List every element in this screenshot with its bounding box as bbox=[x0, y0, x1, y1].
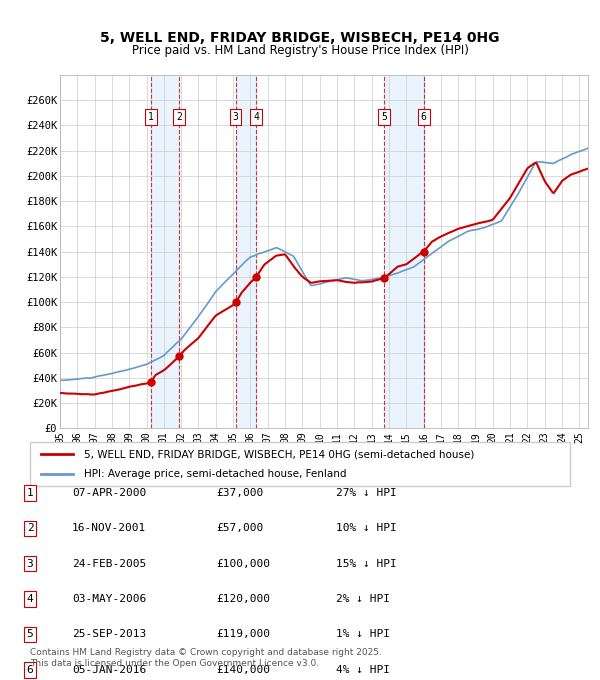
Text: Price paid vs. HM Land Registry's House Price Index (HPI): Price paid vs. HM Land Registry's House … bbox=[131, 44, 469, 57]
Text: 25-SEP-2013: 25-SEP-2013 bbox=[72, 630, 146, 639]
Bar bbox=[384, 75, 424, 428]
Bar bbox=[151, 75, 179, 428]
Text: 1: 1 bbox=[148, 112, 154, 122]
Text: 16-NOV-2001: 16-NOV-2001 bbox=[72, 524, 146, 533]
Bar bbox=[236, 75, 256, 428]
Text: 5: 5 bbox=[26, 630, 34, 639]
Text: 24-FEB-2005: 24-FEB-2005 bbox=[72, 559, 146, 568]
FancyBboxPatch shape bbox=[30, 442, 570, 486]
Text: £119,000: £119,000 bbox=[216, 630, 270, 639]
Text: Contains HM Land Registry data © Crown copyright and database right 2025.
This d: Contains HM Land Registry data © Crown c… bbox=[30, 648, 382, 668]
Text: £37,000: £37,000 bbox=[216, 488, 263, 498]
Text: £100,000: £100,000 bbox=[216, 559, 270, 568]
Text: £57,000: £57,000 bbox=[216, 524, 263, 533]
Text: 10% ↓ HPI: 10% ↓ HPI bbox=[336, 524, 397, 533]
Text: 2: 2 bbox=[176, 112, 182, 122]
Text: 3: 3 bbox=[233, 112, 238, 122]
Text: 5, WELL END, FRIDAY BRIDGE, WISBECH, PE14 0HG: 5, WELL END, FRIDAY BRIDGE, WISBECH, PE1… bbox=[100, 31, 500, 45]
Text: 4: 4 bbox=[253, 112, 259, 122]
Text: 6: 6 bbox=[26, 665, 34, 675]
Text: £120,000: £120,000 bbox=[216, 594, 270, 604]
Text: 2: 2 bbox=[26, 524, 34, 533]
Text: 1: 1 bbox=[26, 488, 34, 498]
Text: 6: 6 bbox=[421, 112, 427, 122]
Text: HPI: Average price, semi-detached house, Fenland: HPI: Average price, semi-detached house,… bbox=[84, 469, 347, 479]
Text: 15% ↓ HPI: 15% ↓ HPI bbox=[336, 559, 397, 568]
Text: 5, WELL END, FRIDAY BRIDGE, WISBECH, PE14 0HG (semi-detached house): 5, WELL END, FRIDAY BRIDGE, WISBECH, PE1… bbox=[84, 449, 475, 460]
Text: 4: 4 bbox=[26, 594, 34, 604]
Text: 27% ↓ HPI: 27% ↓ HPI bbox=[336, 488, 397, 498]
Text: 5: 5 bbox=[382, 112, 387, 122]
Text: £140,000: £140,000 bbox=[216, 665, 270, 675]
Text: 1% ↓ HPI: 1% ↓ HPI bbox=[336, 630, 390, 639]
Text: 07-APR-2000: 07-APR-2000 bbox=[72, 488, 146, 498]
Text: 3: 3 bbox=[26, 559, 34, 568]
Text: 03-MAY-2006: 03-MAY-2006 bbox=[72, 594, 146, 604]
Text: 2% ↓ HPI: 2% ↓ HPI bbox=[336, 594, 390, 604]
Text: 4% ↓ HPI: 4% ↓ HPI bbox=[336, 665, 390, 675]
Text: 05-JAN-2016: 05-JAN-2016 bbox=[72, 665, 146, 675]
